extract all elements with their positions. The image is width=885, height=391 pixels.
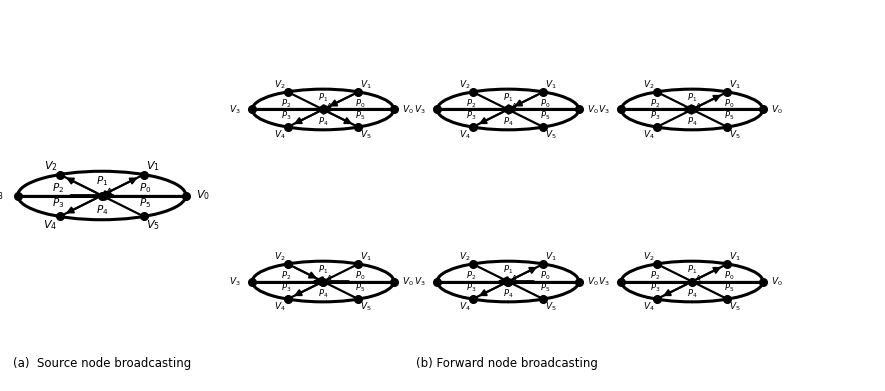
Text: $V_0$: $V_0$	[587, 103, 598, 116]
Text: $V_3$: $V_3$	[0, 188, 4, 203]
Text: $P_0$: $P_0$	[540, 97, 550, 109]
Text: $P_1$: $P_1$	[503, 263, 513, 276]
Text: $P_2$: $P_2$	[281, 97, 291, 109]
Text: $V_0$: $V_0$	[196, 188, 210, 203]
Text: $V_1$: $V_1$	[360, 78, 372, 91]
Text: $P_0$: $P_0$	[355, 97, 365, 109]
Text: $V_1$: $V_1$	[729, 250, 741, 263]
Text: $A$: $A$	[511, 273, 519, 285]
Text: $P_0$: $P_0$	[540, 269, 550, 282]
Text: $P_3$: $P_3$	[650, 282, 660, 294]
Text: $P_4$: $P_4$	[318, 115, 328, 128]
Text: $P_1$: $P_1$	[503, 91, 513, 104]
Text: $V_5$: $V_5$	[545, 128, 557, 141]
Text: $V_2$: $V_2$	[459, 250, 471, 263]
Text: $P_4$: $P_4$	[503, 115, 513, 128]
Text: $P_5$: $P_5$	[355, 109, 365, 122]
Text: $V_5$: $V_5$	[729, 128, 741, 141]
Text: $P_3$: $P_3$	[52, 196, 65, 210]
Text: $P_2$: $P_2$	[650, 269, 660, 282]
Text: $P_1$: $P_1$	[318, 91, 328, 104]
Text: $V_1$: $V_1$	[729, 78, 741, 91]
Text: $P_5$: $P_5$	[355, 282, 365, 294]
Text: $A$: $A$	[326, 101, 334, 113]
Text: (b) Forward node broadcasting: (b) Forward node broadcasting	[416, 357, 598, 370]
Text: $V_4$: $V_4$	[459, 128, 471, 141]
Text: $V_2$: $V_2$	[459, 78, 471, 91]
Text: $P_3$: $P_3$	[650, 109, 660, 122]
Text: $P_1$: $P_1$	[96, 174, 108, 188]
Text: $A$: $A$	[695, 101, 703, 113]
Text: $V_1$: $V_1$	[545, 78, 557, 91]
Text: $A$: $A$	[695, 273, 703, 285]
Text: $V_1$: $V_1$	[360, 250, 372, 263]
Text: $P_4$: $P_4$	[503, 287, 513, 300]
Text: $V_3$: $V_3$	[229, 103, 241, 116]
Text: $V_3$: $V_3$	[229, 275, 241, 288]
Text: $V_1$: $V_1$	[545, 250, 557, 263]
Text: $P_2$: $P_2$	[466, 269, 476, 282]
Text: $P_3$: $P_3$	[466, 282, 476, 294]
Text: $V_0$: $V_0$	[771, 275, 782, 288]
Text: $P_5$: $P_5$	[540, 109, 550, 122]
Text: $P_3$: $P_3$	[281, 109, 291, 122]
Text: $V_1$: $V_1$	[146, 159, 160, 173]
Text: $P_3$: $P_3$	[281, 282, 291, 294]
Text: $V_5$: $V_5$	[360, 128, 372, 141]
Text: $P_5$: $P_5$	[724, 109, 734, 122]
Text: (a)  Source node broadcasting: (a) Source node broadcasting	[12, 357, 191, 370]
Text: $A$: $A$	[104, 187, 114, 199]
Text: $V_4$: $V_4$	[459, 300, 471, 313]
Text: $P_0$: $P_0$	[139, 181, 151, 195]
Text: $P_0$: $P_0$	[355, 269, 365, 282]
Text: $V_3$: $V_3$	[414, 103, 426, 116]
Text: $V_5$: $V_5$	[545, 300, 557, 313]
Text: $P_0$: $P_0$	[724, 269, 734, 282]
Text: $P_2$: $P_2$	[650, 97, 660, 109]
Text: $V_5$: $V_5$	[729, 300, 741, 313]
Text: $V_5$: $V_5$	[360, 300, 372, 313]
Text: $V_4$: $V_4$	[274, 128, 286, 141]
Text: $P_2$: $P_2$	[281, 269, 291, 282]
Text: $P_4$: $P_4$	[687, 287, 697, 300]
Text: $V_0$: $V_0$	[402, 275, 413, 288]
Text: $V_2$: $V_2$	[274, 250, 286, 263]
Text: $V_3$: $V_3$	[598, 103, 610, 116]
Text: $V_4$: $V_4$	[43, 218, 58, 232]
Text: $V_0$: $V_0$	[771, 103, 782, 116]
Text: $V_2$: $V_2$	[274, 78, 286, 91]
Text: $P_1$: $P_1$	[687, 91, 697, 104]
Text: $V_2$: $V_2$	[43, 159, 58, 173]
Text: $P_5$: $P_5$	[724, 282, 734, 294]
Text: $P_4$: $P_4$	[96, 203, 108, 217]
Text: $P_4$: $P_4$	[687, 115, 697, 128]
Text: $P_0$: $P_0$	[724, 97, 734, 109]
Text: $P_1$: $P_1$	[318, 263, 328, 276]
Text: $V_0$: $V_0$	[402, 103, 413, 116]
Text: $P_3$: $P_3$	[466, 109, 476, 122]
Text: $V_4$: $V_4$	[274, 300, 286, 313]
Text: $V_4$: $V_4$	[643, 300, 655, 313]
Text: $V_3$: $V_3$	[598, 275, 610, 288]
Text: $A$: $A$	[511, 101, 519, 113]
Text: $P_5$: $P_5$	[139, 196, 151, 210]
Text: $V_3$: $V_3$	[414, 275, 426, 288]
Text: $P_5$: $P_5$	[540, 282, 550, 294]
Text: $V_5$: $V_5$	[146, 218, 160, 232]
Text: $V_4$: $V_4$	[643, 128, 655, 141]
Text: $P_4$: $P_4$	[318, 287, 328, 300]
Text: $V_2$: $V_2$	[643, 78, 655, 91]
Text: $P_1$: $P_1$	[687, 263, 697, 276]
Text: $A$: $A$	[326, 273, 334, 285]
Text: $P_2$: $P_2$	[466, 97, 476, 109]
Text: $P_2$: $P_2$	[52, 181, 64, 195]
Text: $V_2$: $V_2$	[643, 250, 655, 263]
Text: $V_0$: $V_0$	[587, 275, 598, 288]
